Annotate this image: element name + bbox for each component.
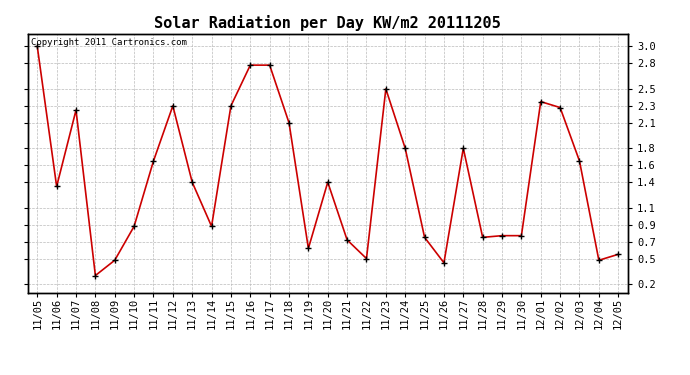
Title: Solar Radiation per Day KW/m2 20111205: Solar Radiation per Day KW/m2 20111205	[155, 15, 501, 31]
Text: Copyright 2011 Cartronics.com: Copyright 2011 Cartronics.com	[30, 38, 186, 46]
